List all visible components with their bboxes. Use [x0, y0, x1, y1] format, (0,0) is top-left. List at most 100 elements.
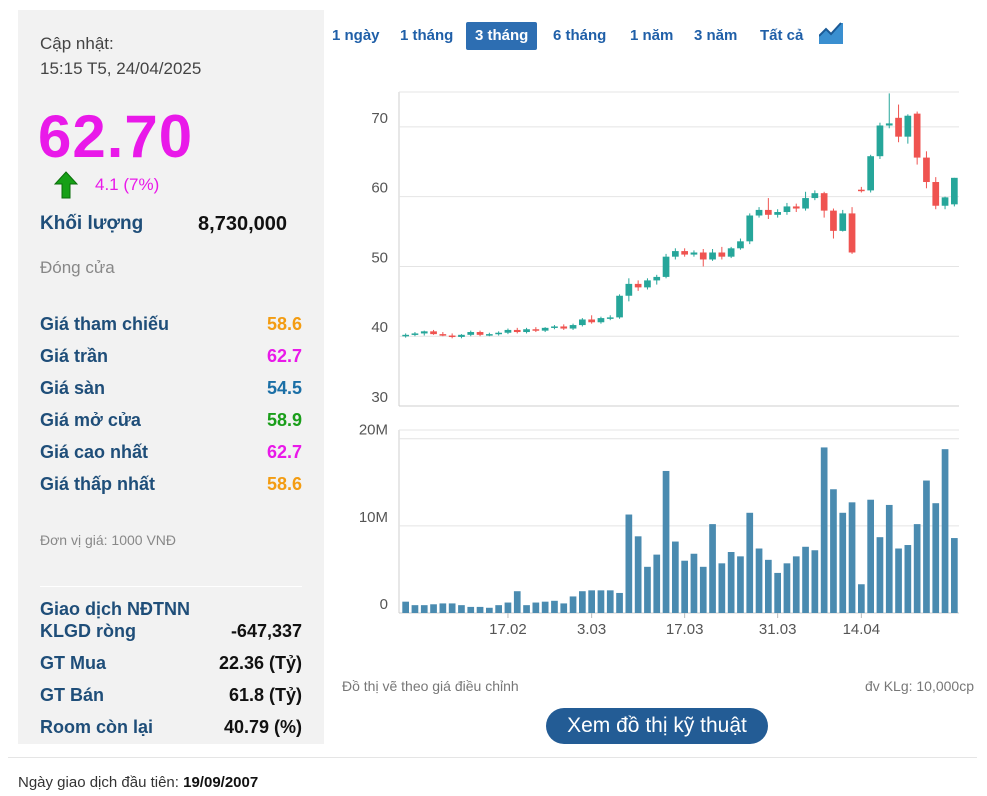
- tab-1-năm[interactable]: 1 năm: [630, 27, 674, 44]
- volume-unit-note: đv KLg: 10,000cp: [865, 678, 974, 694]
- stat-row: Giá thấp nhất 58.6: [40, 474, 302, 500]
- stat-label: Giá mở cửa: [40, 410, 141, 430]
- volume-tick-label: 10M: [359, 509, 388, 526]
- stat-row: Giá sàn 54.5: [40, 378, 302, 404]
- candle-body: [904, 115, 912, 137]
- candle-body: [941, 197, 949, 206]
- x-tick-label: 17.03: [666, 621, 704, 638]
- price-unit: Đơn vị giá: 1000 VNĐ: [40, 532, 177, 548]
- volume-bar: [458, 605, 465, 613]
- candle-body: [848, 213, 856, 253]
- candle-body: [923, 157, 930, 183]
- stat-row: Giá tham chiếu 58.6: [40, 314, 302, 340]
- stat-value: 62.7: [266, 346, 302, 366]
- candle-body: [597, 318, 605, 323]
- candle-body: [690, 252, 698, 255]
- foreign-trade-value: 61.8 (Tỷ): [228, 685, 302, 705]
- volume-bar: [532, 602, 540, 613]
- tab-1-tháng[interactable]: 1 tháng: [400, 27, 454, 44]
- candle-body: [737, 241, 744, 249]
- foreign-trade-value: 40.79 (%): [223, 717, 302, 737]
- volume-bar: [867, 499, 874, 613]
- foreign-trade-title: Giao dịch NĐTNN: [40, 599, 191, 619]
- volume-bar: [504, 602, 512, 613]
- volume-bar: [523, 605, 530, 613]
- tab-1-ngày[interactable]: 1 ngày: [332, 27, 380, 44]
- volume-bar: [746, 512, 754, 613]
- volume-bar: [765, 559, 772, 613]
- candle-body: [486, 334, 493, 336]
- volume-bar: [774, 572, 781, 613]
- update-time: 15:15 T5, 24/04/2025: [40, 59, 202, 78]
- candle-body: [458, 334, 465, 337]
- foreign-trade-label: Room còn lại: [40, 717, 154, 737]
- candle-body: [783, 206, 791, 213]
- candle-body: [727, 248, 735, 257]
- price-tick-label: 70: [371, 110, 388, 127]
- candle-body: [774, 212, 781, 215]
- candle-body: [699, 252, 707, 260]
- tab-6-tháng[interactable]: 6 tháng: [553, 27, 607, 44]
- tab-Tất-cả[interactable]: Tất cả: [760, 27, 804, 44]
- candle-body: [513, 329, 521, 333]
- volume-bar: [709, 524, 716, 613]
- volume-bar: [699, 566, 707, 613]
- price-change: 4.1 (7%): [95, 175, 160, 194]
- volume-bar: [634, 536, 642, 613]
- volume-bar: [495, 605, 502, 613]
- first-trade-date-value: 19/09/2007: [183, 774, 259, 791]
- area-chart-icon[interactable]: [819, 22, 843, 44]
- stat-label: Giá trần: [40, 346, 109, 366]
- stat-label: Giá sàn: [40, 378, 106, 398]
- tab-3-năm[interactable]: 3 năm: [694, 27, 738, 44]
- stat-row: Giá cao nhất 62.7: [40, 442, 302, 468]
- foreign-trade-row: GT Mua 22.36 (Tỷ): [40, 653, 302, 679]
- candle-body: [430, 331, 437, 335]
- foreign-trade-value: 22.36 (Tỷ): [218, 653, 302, 673]
- volume-bar: [792, 556, 800, 613]
- tab-3-tháng[interactable]: 3 tháng: [466, 22, 538, 50]
- volume-bar: [941, 449, 949, 613]
- foreign-trade-label: GT Bán: [40, 685, 105, 705]
- update-label: Cập nhật:: [40, 34, 114, 53]
- candle-body: [755, 209, 763, 216]
- closed-status: Đóng cửa: [40, 258, 115, 277]
- volume-bar: [402, 601, 409, 613]
- divider: [40, 586, 302, 587]
- volume-bar: [486, 607, 493, 613]
- price-tick-label: 50: [371, 249, 388, 266]
- candle-body: [420, 331, 428, 334]
- volume-bar: [467, 606, 475, 613]
- technical-chart-button[interactable]: Xem đồ thị kỹ thuật: [546, 708, 768, 744]
- candle-body: [579, 319, 586, 326]
- volume-bar: [597, 590, 605, 613]
- price-tick-label: 30: [371, 389, 388, 406]
- volume-bar: [672, 541, 679, 613]
- stat-label: Giá tham chiếu: [40, 314, 170, 334]
- candle-body: [411, 333, 419, 335]
- foreign-trade-row: Room còn lại 40.79 (%): [40, 717, 302, 743]
- volume-bar: [513, 591, 521, 613]
- current-price: 62.70: [38, 103, 194, 170]
- stat-row: Giá trần 62.7: [40, 346, 302, 372]
- candle-body: [662, 256, 670, 277]
- volume-bar: [737, 556, 744, 613]
- candle-body: [709, 252, 716, 260]
- volume-bar: [820, 447, 828, 613]
- volume-bar: [932, 503, 940, 613]
- candle-body: [644, 280, 651, 288]
- x-tick-label: 3.03: [577, 621, 606, 638]
- foreign-trade-row: KLGD ròng -647,337: [40, 621, 302, 647]
- volume-bar: [662, 470, 670, 613]
- stat-label: Giá thấp nhất: [40, 474, 156, 494]
- candle-body: [802, 198, 809, 209]
- stat-value: 54.5: [266, 378, 302, 398]
- volume-bar: [616, 592, 623, 613]
- candle-body: [560, 326, 568, 329]
- volume-bar: [606, 590, 614, 613]
- candle-body: [551, 326, 558, 328]
- stat-value: 58.6: [266, 314, 302, 334]
- volume-bar: [783, 563, 791, 613]
- candle-body: [448, 335, 456, 338]
- volume-bar: [904, 545, 912, 613]
